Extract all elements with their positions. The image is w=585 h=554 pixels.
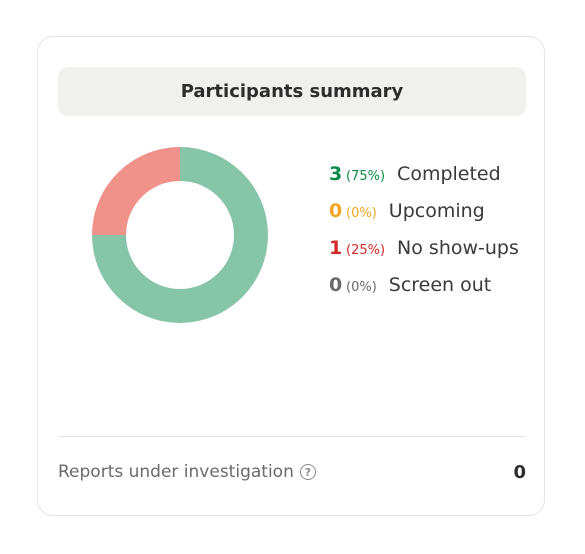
reports-footer: Reports under investigation ? 0 [58,457,526,487]
legend-percent: (25%) [346,243,386,258]
legend-item-no-show-ups: 1 (25%) No show-ups [329,237,519,274]
legend-count: 0 [329,274,343,296]
legend-count: 3 [329,163,343,185]
participants-summary-card: Participants summary 3 (75%) Completed 0… [37,36,545,516]
card-header: Participants summary [58,67,526,116]
reports-label: Reports under investigation [58,462,294,482]
legend-count: 0 [329,200,343,222]
donut-slice-completed [92,147,268,323]
legend-count: 1 [329,237,343,259]
legend-label: Upcoming [388,200,485,222]
chart-legend: 3 (75%) Completed 0 (0%) Upcoming 1 (25%… [329,163,519,311]
reports-label-group: Reports under investigation ? [58,462,316,482]
donut-slice-no-show-ups [92,147,180,235]
legend-label: Completed [397,163,501,185]
card-title: Participants summary [180,81,404,102]
participants-donut-chart [92,147,268,323]
legend-item-screen-out: 0 (0%) Screen out [329,274,519,311]
legend-percent: (0%) [346,206,377,221]
question-circle-icon[interactable]: ? [299,464,316,480]
legend-percent: (75%) [346,169,386,184]
footer-divider [58,436,526,437]
legend-label: Screen out [388,274,492,296]
legend-label: No show-ups [397,237,519,259]
legend-item-upcoming: 0 (0%) Upcoming [329,200,519,237]
legend-item-completed: 3 (75%) Completed [329,163,519,200]
reports-count: 0 [513,461,526,483]
legend-percent: (0%) [346,280,377,295]
